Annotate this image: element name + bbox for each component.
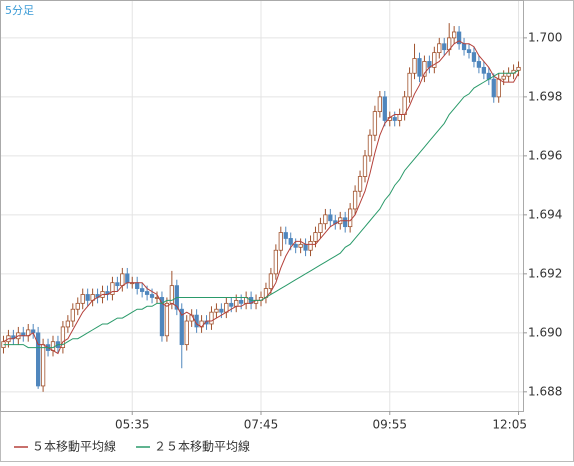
candle-body	[352, 190, 358, 210]
candle-body	[303, 243, 308, 251]
candle-body	[164, 302, 170, 337]
candle-body	[481, 66, 486, 74]
y-tick-label: 1.692	[528, 266, 562, 280]
legend-label: ２５本移動平均線	[154, 439, 250, 454]
candle-body	[219, 308, 224, 313]
x-tick-label: 05:35	[115, 418, 150, 432]
y-tick-label: 1.688	[528, 384, 562, 398]
candle-body	[184, 320, 189, 346]
candle-body	[367, 134, 373, 157]
y-tick-label: 1.694	[528, 207, 562, 221]
x-tick-label: 07:45	[244, 418, 279, 432]
candle-body	[357, 176, 363, 192]
y-tick-label: 1.690	[528, 325, 562, 339]
candle-body	[115, 282, 120, 287]
candle-body	[75, 302, 80, 310]
candle-body	[70, 308, 75, 322]
candle-body	[298, 243, 303, 248]
candle-body	[372, 111, 378, 136]
candle-body	[234, 299, 239, 307]
candle-body	[377, 96, 382, 113]
candle-body	[224, 302, 229, 313]
candle-body	[382, 96, 387, 121]
candle-body	[144, 291, 150, 295]
candle-body	[313, 232, 318, 242]
candle-body	[135, 282, 140, 289]
x-tick-label: 09:55	[372, 418, 407, 432]
y-tick-label: 1.700	[528, 30, 562, 44]
candle-body	[432, 52, 437, 68]
candle-body	[40, 344, 46, 387]
candle-body	[268, 273, 274, 289]
candle-body	[36, 332, 41, 387]
candle-body	[422, 61, 427, 77]
candle-body	[516, 66, 521, 71]
candle-body	[273, 249, 278, 275]
candle-body	[392, 117, 397, 121]
candle-body	[283, 232, 288, 239]
candle-body	[149, 294, 155, 298]
candle-body	[85, 294, 90, 301]
candle-body	[501, 75, 506, 80]
candle-body	[293, 243, 298, 248]
candle-body	[159, 297, 165, 337]
candle-body	[466, 49, 472, 54]
candle-body	[471, 52, 477, 62]
candle-body	[179, 308, 184, 346]
candle-body	[343, 217, 348, 228]
candle-body	[80, 294, 85, 304]
plot-frame	[0, 0, 524, 412]
candle-body	[437, 43, 442, 54]
candle-body	[491, 78, 496, 98]
candle-body	[407, 72, 412, 98]
legend-label: ５本移動平均線	[32, 439, 116, 454]
candle-body	[140, 288, 145, 292]
candle-body	[456, 31, 462, 45]
candle-body	[239, 299, 244, 304]
candle-body	[308, 240, 313, 251]
candle-body	[110, 282, 115, 295]
candle-body	[442, 43, 447, 51]
candle-body	[362, 155, 368, 177]
candle-body	[125, 273, 130, 284]
candle-body	[496, 78, 501, 98]
candle-body	[328, 214, 333, 222]
candle-body	[229, 302, 234, 307]
candle-body	[452, 31, 457, 39]
candle-body	[214, 308, 219, 313]
x-tick-label: 12:05	[492, 418, 527, 432]
y-tick-label: 1.698	[528, 89, 562, 103]
candle-body	[60, 326, 66, 348]
candle-body	[120, 273, 125, 287]
candle-body	[476, 61, 482, 68]
candle-body	[278, 232, 283, 251]
candle-body	[318, 223, 323, 233]
candle-body	[412, 58, 417, 74]
y-tick-label: 1.696	[528, 148, 562, 162]
candle-body	[397, 114, 402, 121]
candle-body	[209, 311, 214, 325]
candle-body	[348, 208, 353, 228]
candle-body	[288, 238, 293, 245]
candle-body	[417, 58, 422, 77]
candle-body	[50, 341, 56, 351]
candle-body	[461, 43, 467, 51]
candle-body	[65, 320, 70, 328]
chart-title: 5分足	[5, 4, 34, 17]
candle-body	[323, 214, 328, 225]
ma-line	[3, 69, 519, 349]
